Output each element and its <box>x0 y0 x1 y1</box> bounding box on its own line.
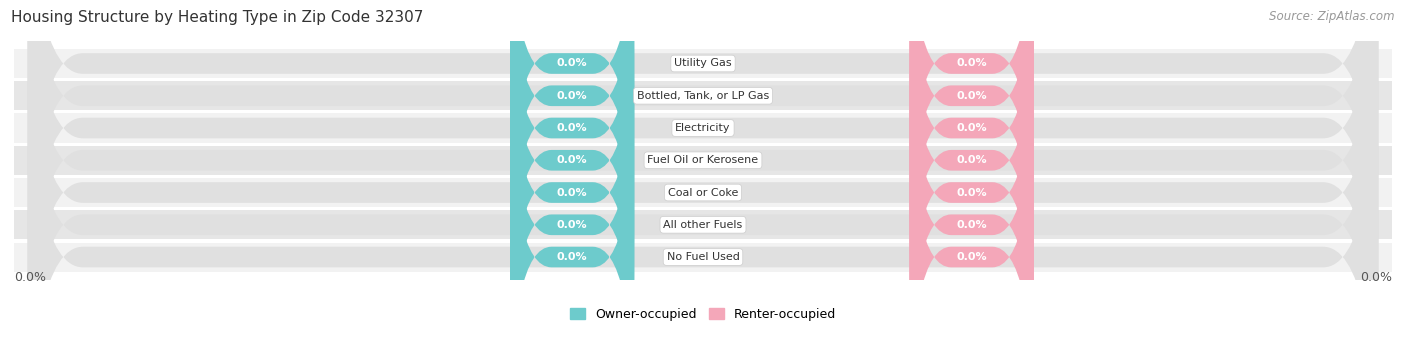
FancyBboxPatch shape <box>510 74 634 341</box>
FancyBboxPatch shape <box>28 9 1378 341</box>
Bar <box>14 81 1392 110</box>
Text: All other Fuels: All other Fuels <box>664 220 742 230</box>
FancyBboxPatch shape <box>910 42 1033 341</box>
FancyBboxPatch shape <box>510 0 634 311</box>
Text: Source: ZipAtlas.com: Source: ZipAtlas.com <box>1270 10 1395 23</box>
FancyBboxPatch shape <box>28 0 1378 341</box>
Text: No Fuel Used: No Fuel Used <box>666 252 740 262</box>
Text: 0.0%: 0.0% <box>956 188 987 197</box>
Text: 0.0%: 0.0% <box>557 91 588 101</box>
FancyBboxPatch shape <box>910 74 1033 341</box>
Text: 0.0%: 0.0% <box>956 252 987 262</box>
FancyBboxPatch shape <box>510 9 634 341</box>
FancyBboxPatch shape <box>510 0 634 279</box>
FancyBboxPatch shape <box>28 0 1378 311</box>
FancyBboxPatch shape <box>510 0 634 341</box>
Text: Housing Structure by Heating Type in Zip Code 32307: Housing Structure by Heating Type in Zip… <box>11 10 423 25</box>
FancyBboxPatch shape <box>910 0 1033 247</box>
FancyBboxPatch shape <box>910 9 1033 341</box>
Text: 0.0%: 0.0% <box>956 155 987 165</box>
Text: Electricity: Electricity <box>675 123 731 133</box>
FancyBboxPatch shape <box>510 0 634 247</box>
Text: 0.0%: 0.0% <box>956 123 987 133</box>
FancyBboxPatch shape <box>510 42 634 341</box>
Bar <box>14 178 1392 207</box>
Bar <box>14 114 1392 143</box>
FancyBboxPatch shape <box>910 0 1033 279</box>
Bar <box>14 242 1392 271</box>
FancyBboxPatch shape <box>28 0 1378 341</box>
Text: Bottled, Tank, or LP Gas: Bottled, Tank, or LP Gas <box>637 91 769 101</box>
FancyBboxPatch shape <box>28 0 1378 341</box>
Text: 0.0%: 0.0% <box>557 188 588 197</box>
Text: 0.0%: 0.0% <box>956 91 987 101</box>
FancyBboxPatch shape <box>28 0 1378 341</box>
Text: 0.0%: 0.0% <box>557 220 588 230</box>
FancyBboxPatch shape <box>28 0 1378 341</box>
Text: 0.0%: 0.0% <box>1360 270 1392 283</box>
Text: 0.0%: 0.0% <box>956 220 987 230</box>
Text: 0.0%: 0.0% <box>557 59 588 69</box>
Text: 0.0%: 0.0% <box>557 252 588 262</box>
Text: 0.0%: 0.0% <box>956 59 987 69</box>
Text: 0.0%: 0.0% <box>557 155 588 165</box>
Legend: Owner-occupied, Renter-occupied: Owner-occupied, Renter-occupied <box>565 303 841 326</box>
Bar <box>14 49 1392 78</box>
FancyBboxPatch shape <box>910 0 1033 341</box>
Text: Utility Gas: Utility Gas <box>675 59 731 69</box>
Bar <box>14 210 1392 239</box>
Bar <box>14 146 1392 175</box>
FancyBboxPatch shape <box>910 0 1033 311</box>
Text: Coal or Coke: Coal or Coke <box>668 188 738 197</box>
Text: Fuel Oil or Kerosene: Fuel Oil or Kerosene <box>647 155 759 165</box>
Text: 0.0%: 0.0% <box>557 123 588 133</box>
Text: 0.0%: 0.0% <box>14 270 46 283</box>
